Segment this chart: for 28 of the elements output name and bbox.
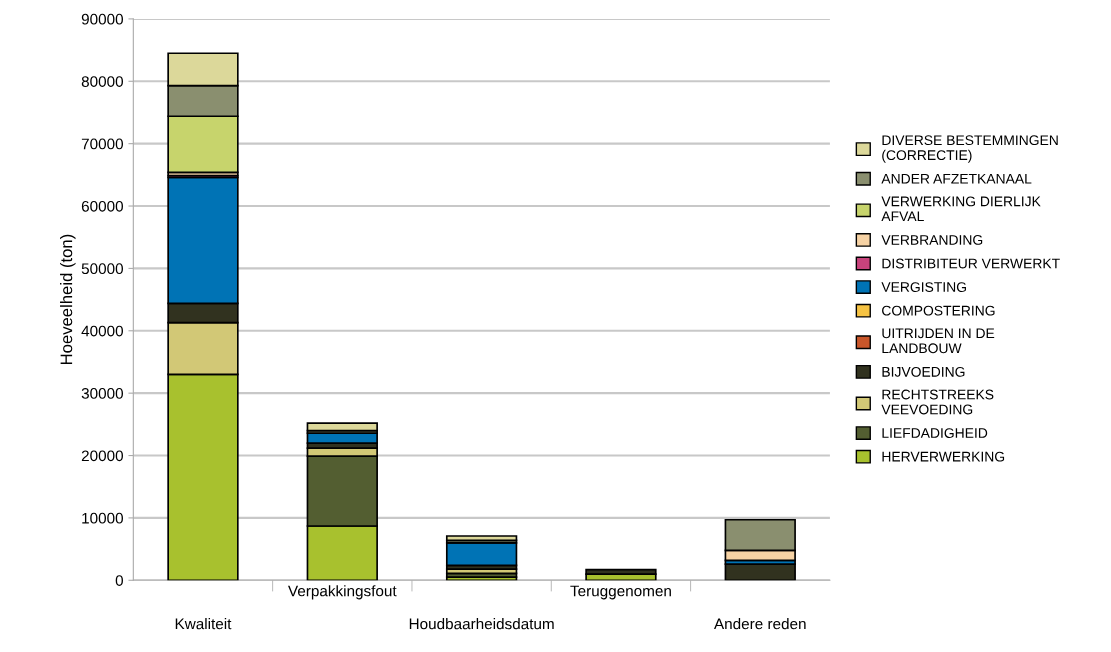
y-tick-label: 50000 <box>81 263 123 275</box>
legend-label: RECHTSTREEKS VEEVOEDING <box>881 389 994 415</box>
legend-label: LIEFDADIGHEID <box>882 428 988 438</box>
x-tick-label: Kwaliteit <box>175 618 232 630</box>
x-tick-label: Verpakkingsfout <box>288 585 397 600</box>
x-tick-label: Andere reden <box>714 618 806 630</box>
y-tick-label: 30000 <box>81 388 123 399</box>
y-tick-label: 80000 <box>81 76 123 87</box>
legend-label: VERWERKING DIERLIJK AFVAL <box>881 196 1041 222</box>
legend-label: COMPOSTERING <box>882 305 995 316</box>
y-tick-label: 60000 <box>81 200 123 212</box>
y-tick-label: 20000 <box>81 450 123 462</box>
x-tick-label: Teruggenomen <box>570 585 671 600</box>
legend-label: VERGISTING <box>881 282 966 292</box>
legend-label: BIJVOEDING <box>882 366 965 377</box>
y-axis-title: Hoeveelheid (ton) <box>60 234 76 364</box>
y-tick-label: 0 <box>115 575 123 586</box>
y-tick-label: 40000 <box>81 325 123 337</box>
legend-label: UITRIJDEN IN DE LANDBOUW <box>882 328 995 354</box>
y-tick-label: 70000 <box>81 138 123 150</box>
legend-label: HERVERWERKING <box>882 451 1005 462</box>
legend-label: ANDER AFZETKANAAL <box>881 173 1032 184</box>
legend-label: DISTRIBITEUR VERWERKT <box>882 258 1060 269</box>
legend-label: VERBRANDING <box>881 235 983 245</box>
legend-label: DIVERSE BESTEMMINGEN (CORRECTIE) <box>882 135 1058 163</box>
y-tick-label: 10000 <box>82 512 123 524</box>
x-tick-label: Houdbaarheidsdatum <box>409 618 554 630</box>
y-tick-label: 90000 <box>81 13 123 25</box>
